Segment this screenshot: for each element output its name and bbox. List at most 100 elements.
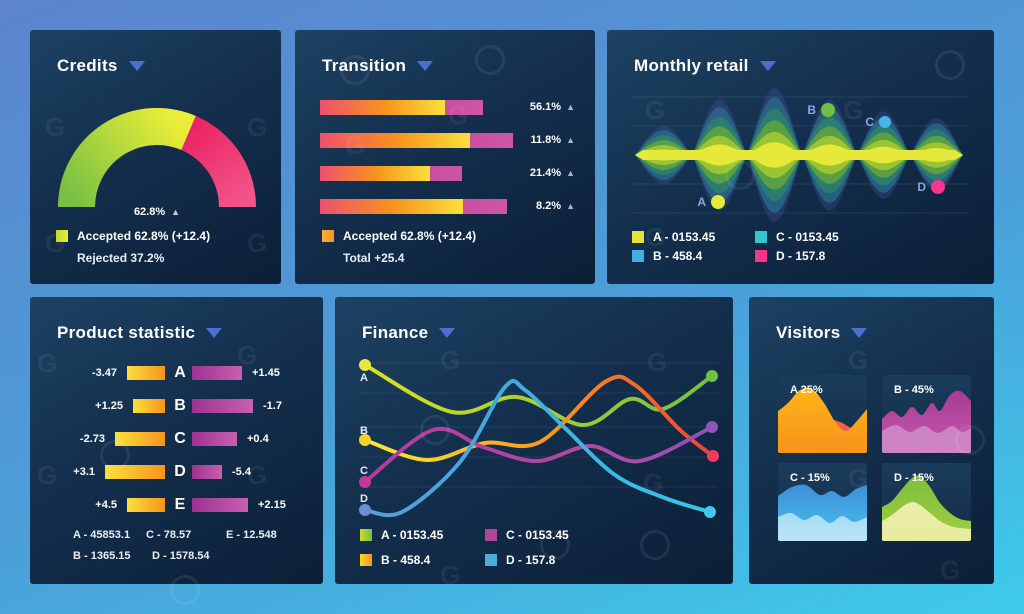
- visitors-card-d: D - 15%: [882, 463, 971, 541]
- card-label: C - 15%: [790, 472, 830, 484]
- row-letter: B: [174, 397, 186, 414]
- axis-label: D: [360, 493, 368, 505]
- right-value: -1.7: [263, 400, 282, 412]
- dropdown-icon[interactable]: [439, 328, 456, 338]
- legend-item: D - 157.8: [755, 249, 825, 263]
- panel-title: Visitors: [776, 323, 841, 342]
- credits-gauge-chart: [58, 108, 256, 208]
- finance-line-D: [363, 378, 712, 518]
- legend-swatch: [56, 230, 68, 242]
- start-dot-A: [359, 359, 371, 371]
- dropdown-icon[interactable]: [851, 328, 868, 338]
- bar-primary-segment: [320, 166, 430, 181]
- marker-dot-A: [711, 195, 725, 209]
- panel-title: Finance: [362, 323, 429, 342]
- right-bar: [192, 366, 242, 380]
- panel-monthly-retail: Monthly retail A B C D A - 0153.45 B - 458.…: [607, 30, 994, 284]
- legend-label: C - 0153.45: [776, 230, 839, 244]
- legend-item: D - 157.8: [485, 553, 555, 567]
- left-value: +3.1: [73, 466, 95, 478]
- mini-area-chart: [778, 484, 867, 541]
- panel-credits-header: Credits: [57, 56, 145, 76]
- legend-label: D - 157.8: [506, 553, 556, 567]
- left-bar: [127, 498, 165, 512]
- marker-label-A: A: [697, 195, 706, 209]
- visitors-card-b: B - 45%: [882, 375, 971, 453]
- dropdown-icon[interactable]: [759, 61, 776, 71]
- footnote: C - 78.57: [146, 529, 192, 541]
- visitors-card-c: C - 15%: [778, 463, 867, 541]
- panel-visitors-header: Visitors: [776, 323, 868, 343]
- paired-bar-row: -2.73 C +0.4: [30, 429, 323, 449]
- legend-item: Rejected 37.2%: [77, 251, 164, 265]
- marker-label-B: B: [807, 103, 816, 117]
- legend-label: Accepted 62.8% (+12.4): [343, 229, 477, 243]
- panel-title: Transition: [322, 56, 407, 75]
- legend-label: Accepted 62.8% (+12.4): [77, 229, 211, 243]
- left-bar: [115, 432, 165, 446]
- bar-row: 8.2% ▲: [320, 199, 575, 214]
- left-bar: [133, 399, 165, 413]
- left-value: +4.5: [95, 499, 117, 511]
- left-bar: [127, 366, 165, 380]
- panel-monthly-retail-header: Monthly retail: [634, 56, 776, 76]
- trend-up-icon: ▲: [566, 201, 575, 211]
- finance-line-B: [363, 374, 715, 463]
- footnote: D - 1578.54: [152, 550, 210, 562]
- paired-bar-row: -3.47 A +1.45: [30, 363, 323, 383]
- paired-bar-row: +4.5 E +2.15: [30, 495, 323, 515]
- panel-title: Credits: [57, 56, 118, 75]
- legend-label: D - 157.8: [776, 249, 826, 263]
- legend-item: Total +25.4: [343, 251, 404, 265]
- right-bar: [192, 399, 253, 413]
- legend-label: Total +25.4: [343, 251, 405, 265]
- mini-area-chart: [882, 475, 971, 541]
- right-value: +0.4: [247, 433, 269, 445]
- finance-line-C: [363, 425, 714, 484]
- legend-swatch: [632, 231, 644, 243]
- legend-swatch: [485, 529, 497, 541]
- mini-area-chart: [778, 387, 867, 453]
- legend-item: C - 0153.45: [755, 230, 839, 244]
- right-value: +2.15: [258, 499, 286, 511]
- card-label: A 25%: [790, 384, 823, 396]
- bar-value-label: 56.1% ▲: [529, 101, 575, 113]
- stream-layer-5: [635, 142, 963, 168]
- area-layer-1: [882, 424, 971, 453]
- footnote: E - 12.548: [226, 529, 277, 541]
- end-dot-B: [707, 450, 719, 462]
- dropdown-icon[interactable]: [128, 61, 145, 71]
- bar-value-label: 8.2% ▲: [536, 200, 575, 212]
- panel-product-statistic: Product statistic -3.47 A +1.45 +1.25 B …: [30, 297, 323, 584]
- marker-dot-C: [879, 116, 891, 128]
- area-layer-1: [882, 501, 971, 541]
- panel-title: Product statistic: [57, 323, 196, 342]
- finance-line-chart: [359, 359, 719, 518]
- end-dot-C: [706, 421, 718, 433]
- gauge-center-value: 62.8% ▲: [107, 206, 207, 218]
- left-bar: [105, 465, 165, 479]
- right-bar: [192, 465, 222, 479]
- legend-item: B - 458.4: [360, 553, 430, 567]
- row-letter: D: [174, 463, 186, 480]
- dropdown-icon[interactable]: [206, 328, 223, 338]
- area-layer-1: [778, 512, 867, 541]
- row-letter: A: [174, 364, 186, 381]
- legend-label: B - 458.4: [381, 553, 431, 567]
- trend-up-icon: ▲: [566, 135, 575, 145]
- mini-area-chart: [882, 390, 971, 453]
- panel-transition: Transition 56.1% ▲ 11.8% ▲ 21.4% ▲ 8.2% ▲ Ac…: [295, 30, 595, 284]
- panel-finance-header: Finance: [362, 323, 456, 343]
- end-dot-D: [704, 506, 716, 518]
- legend-item: Accepted 62.8% (+12.4): [322, 229, 476, 243]
- legend-label: Rejected 37.2%: [77, 251, 165, 265]
- legend-item: A - 0153.45: [632, 230, 715, 244]
- legend-swatch: [360, 529, 372, 541]
- marker-label-C: C: [865, 115, 874, 129]
- paired-bar-row: +1.25 B -1.7: [30, 396, 323, 416]
- card-label: D - 15%: [894, 472, 934, 484]
- left-value: -2.73: [79, 433, 105, 445]
- dropdown-icon[interactable]: [417, 61, 434, 71]
- start-dot-C: [359, 476, 371, 488]
